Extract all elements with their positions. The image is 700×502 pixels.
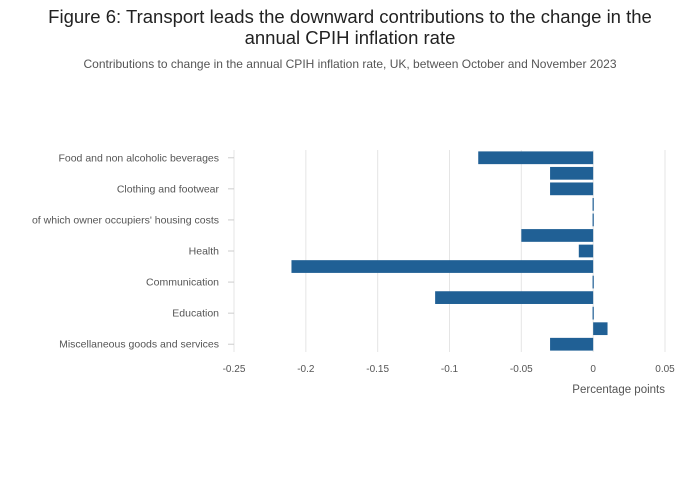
bar: [291, 260, 594, 273]
x-tick-label: -0.25: [223, 364, 246, 375]
y-tick-label: Communication: [146, 277, 219, 289]
chart-title: Figure 6: Transport leads the downward c…: [48, 6, 652, 48]
bar: [593, 322, 608, 336]
bar: [592, 306, 594, 320]
bar: [592, 213, 594, 227]
bar: [550, 182, 594, 196]
bar: [592, 198, 594, 211]
bar: [521, 229, 594, 242]
y-tick-label: Food and non alcoholic beverages: [58, 152, 219, 164]
bar: [435, 291, 594, 304]
bar: [578, 244, 594, 258]
x-tick-label: -0.1: [441, 364, 459, 375]
x-axis-title: Percentage points: [572, 384, 665, 396]
y-tick-label: Clothing and footwear: [117, 183, 220, 195]
y-tick-label: of which owner occupiers' housing costs: [32, 214, 219, 226]
y-tick-label: Education: [172, 308, 219, 320]
y-tick-label: Health: [189, 246, 220, 258]
x-tick-label: -0.2: [297, 364, 315, 375]
bar: [478, 151, 594, 165]
bar: [592, 275, 594, 289]
y-tick-label: Miscellaneous goods and services: [59, 339, 219, 351]
x-tick-label: -0.05: [510, 364, 533, 375]
x-tick-label: 0.05: [655, 364, 675, 375]
x-tick-label: -0.15: [366, 364, 389, 375]
chart-subtitle: Contributions to change in the annual CP…: [83, 57, 617, 71]
bar: [550, 166, 594, 180]
x-tick-label: 0: [590, 364, 596, 375]
bar: [550, 337, 594, 351]
